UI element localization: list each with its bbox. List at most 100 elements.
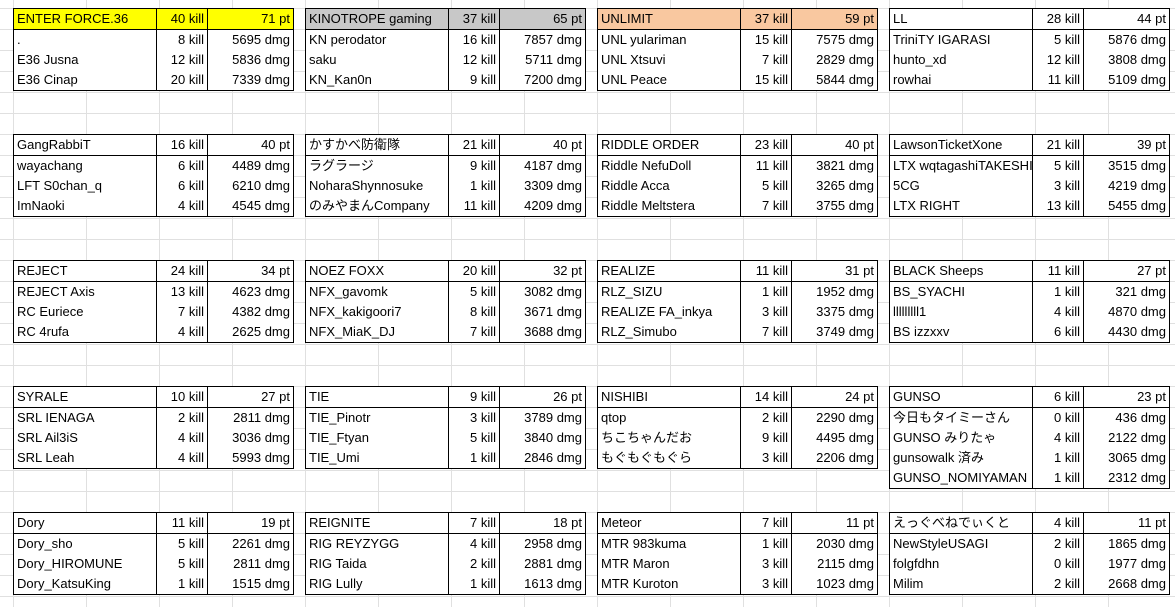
player-name-cell[interactable]: NFX_MiaK_DJ bbox=[305, 322, 449, 343]
team-name-cell[interactable]: LL bbox=[889, 8, 1033, 30]
player-kills-cell[interactable]: 16 kill bbox=[448, 29, 500, 50]
player-kills-cell[interactable]: 4 kill bbox=[156, 448, 208, 469]
player-kills-cell[interactable]: 7 kill bbox=[740, 196, 792, 217]
player-damage-cell[interactable]: 5455 dmg bbox=[1083, 196, 1170, 217]
player-damage-cell[interactable]: 321 dmg bbox=[1083, 281, 1170, 302]
player-name-cell[interactable]: LTX RIGHT bbox=[889, 196, 1033, 217]
team-kills-cell[interactable]: 37 kill bbox=[448, 8, 500, 30]
player-name-cell[interactable]: Dory_sho bbox=[13, 533, 157, 554]
player-damage-cell[interactable]: 4209 dmg bbox=[499, 196, 586, 217]
player-kills-cell[interactable]: 4 kill bbox=[1032, 428, 1084, 448]
player-name-cell[interactable]: ImNaoki bbox=[13, 196, 157, 217]
player-damage-cell[interactable]: 2829 dmg bbox=[791, 50, 878, 70]
player-name-cell[interactable]: Milim bbox=[889, 574, 1033, 595]
player-name-cell[interactable]: Dory_HIROMUNE bbox=[13, 554, 157, 574]
team-kills-cell[interactable]: 9 kill bbox=[448, 386, 500, 408]
team-name-cell[interactable]: TIE bbox=[305, 386, 449, 408]
player-kills-cell[interactable]: 1 kill bbox=[156, 574, 208, 595]
player-name-cell[interactable]: wayachang bbox=[13, 155, 157, 176]
player-name-cell[interactable]: TIE_Ftyan bbox=[305, 428, 449, 448]
player-kills-cell[interactable]: 6 kill bbox=[1032, 322, 1084, 343]
player-kills-cell[interactable]: 5 kill bbox=[1032, 155, 1084, 176]
player-damage-cell[interactable]: 4495 dmg bbox=[791, 428, 878, 448]
player-name-cell[interactable]: BS_SYACHI bbox=[889, 281, 1033, 302]
team-name-cell[interactable]: SYRALE bbox=[13, 386, 157, 408]
team-points-cell[interactable]: 31 pt bbox=[791, 260, 878, 282]
player-kills-cell[interactable]: 1 kill bbox=[1032, 448, 1084, 468]
player-kills-cell[interactable]: 1 kill bbox=[448, 448, 500, 469]
player-damage-cell[interactable]: 2846 dmg bbox=[499, 448, 586, 469]
team-points-cell[interactable]: 65 pt bbox=[499, 8, 586, 30]
team-points-cell[interactable]: 39 pt bbox=[1083, 134, 1170, 156]
player-damage-cell[interactable]: 3065 dmg bbox=[1083, 448, 1170, 468]
player-kills-cell[interactable]: 9 kill bbox=[448, 70, 500, 91]
player-name-cell[interactable]: RC 4rufa bbox=[13, 322, 157, 343]
player-damage-cell[interactable]: 2811 dmg bbox=[207, 407, 294, 428]
team-name-cell[interactable]: かすかべ防衛隊 bbox=[305, 134, 449, 156]
team-kills-cell[interactable]: 4 kill bbox=[1032, 512, 1084, 534]
player-damage-cell[interactable]: 2115 dmg bbox=[791, 554, 878, 574]
player-damage-cell[interactable]: 7200 dmg bbox=[499, 70, 586, 91]
player-damage-cell[interactable]: 4219 dmg bbox=[1083, 176, 1170, 196]
team-kills-cell[interactable]: 28 kill bbox=[1032, 8, 1084, 30]
team-kills-cell[interactable]: 40 kill bbox=[156, 8, 208, 30]
team-name-cell[interactable]: REALIZE bbox=[597, 260, 741, 282]
player-name-cell[interactable]: UNL Xtsuvi bbox=[597, 50, 741, 70]
team-points-cell[interactable]: 44 pt bbox=[1083, 8, 1170, 30]
player-name-cell[interactable]: RLZ_SIZU bbox=[597, 281, 741, 302]
player-kills-cell[interactable]: 7 kill bbox=[156, 302, 208, 322]
team-points-cell[interactable]: 40 pt bbox=[207, 134, 294, 156]
player-name-cell[interactable]: RLZ_Simubo bbox=[597, 322, 741, 343]
player-kills-cell[interactable]: 4 kill bbox=[448, 533, 500, 554]
player-kills-cell[interactable]: 12 kill bbox=[448, 50, 500, 70]
player-kills-cell[interactable]: 12 kill bbox=[1032, 50, 1084, 70]
player-name-cell[interactable]: ラグラージ bbox=[305, 155, 449, 176]
player-name-cell[interactable]: NFX_gavomk bbox=[305, 281, 449, 302]
player-name-cell[interactable]: SRL Ail3iS bbox=[13, 428, 157, 448]
player-kills-cell[interactable]: 7 kill bbox=[740, 50, 792, 70]
player-damage-cell[interactable]: 3749 dmg bbox=[791, 322, 878, 343]
player-damage-cell[interactable]: 4623 dmg bbox=[207, 281, 294, 302]
player-name-cell[interactable]: TIE_Umi bbox=[305, 448, 449, 469]
player-kills-cell[interactable]: 3 kill bbox=[1032, 176, 1084, 196]
team-kills-cell[interactable]: 11 kill bbox=[156, 512, 208, 534]
player-damage-cell[interactable]: 6210 dmg bbox=[207, 176, 294, 196]
player-name-cell[interactable]: folgfdhn bbox=[889, 554, 1033, 574]
player-damage-cell[interactable]: 3808 dmg bbox=[1083, 50, 1170, 70]
player-kills-cell[interactable]: 2 kill bbox=[1032, 574, 1084, 595]
player-damage-cell[interactable]: 5844 dmg bbox=[791, 70, 878, 91]
player-name-cell[interactable]: REALIZE FA_inkya bbox=[597, 302, 741, 322]
player-damage-cell[interactable]: 4382 dmg bbox=[207, 302, 294, 322]
team-points-cell[interactable]: 18 pt bbox=[499, 512, 586, 534]
team-name-cell[interactable]: REJECT bbox=[13, 260, 157, 282]
player-kills-cell[interactable]: 20 kill bbox=[156, 70, 208, 91]
player-damage-cell[interactable]: 5695 dmg bbox=[207, 29, 294, 50]
player-damage-cell[interactable]: 3688 dmg bbox=[499, 322, 586, 343]
team-name-cell[interactable]: Dory bbox=[13, 512, 157, 534]
player-damage-cell[interactable]: 7339 dmg bbox=[207, 70, 294, 91]
player-name-cell[interactable]: rowhai bbox=[889, 70, 1033, 91]
player-name-cell[interactable]: gunsowalk 済み bbox=[889, 448, 1033, 468]
player-name-cell[interactable]: RIG Taida bbox=[305, 554, 449, 574]
player-kills-cell[interactable]: 3 kill bbox=[740, 448, 792, 469]
team-points-cell[interactable]: 26 pt bbox=[499, 386, 586, 408]
player-name-cell[interactable]: Riddle Meltstera bbox=[597, 196, 741, 217]
player-name-cell[interactable]: Riddle Acca bbox=[597, 176, 741, 196]
team-points-cell[interactable]: 11 pt bbox=[1083, 512, 1170, 534]
player-damage-cell[interactable]: 1977 dmg bbox=[1083, 554, 1170, 574]
player-name-cell[interactable]: UNL Peace bbox=[597, 70, 741, 91]
player-name-cell[interactable]: MTR Kuroton bbox=[597, 574, 741, 595]
player-kills-cell[interactable]: 12 kill bbox=[156, 50, 208, 70]
player-damage-cell[interactable]: 5836 dmg bbox=[207, 50, 294, 70]
player-kills-cell[interactable]: 1 kill bbox=[740, 533, 792, 554]
player-name-cell[interactable]: ちこちゃんだお bbox=[597, 428, 741, 448]
player-name-cell[interactable]: hunto_xd bbox=[889, 50, 1033, 70]
player-kills-cell[interactable]: 6 kill bbox=[156, 155, 208, 176]
player-damage-cell[interactable]: 2290 dmg bbox=[791, 407, 878, 428]
team-points-cell[interactable]: 19 pt bbox=[207, 512, 294, 534]
player-damage-cell[interactable]: 2625 dmg bbox=[207, 322, 294, 343]
player-damage-cell[interactable]: 3309 dmg bbox=[499, 176, 586, 196]
team-name-cell[interactable]: Meteor bbox=[597, 512, 741, 534]
team-points-cell[interactable]: 24 pt bbox=[791, 386, 878, 408]
player-name-cell[interactable]: MTR Maron bbox=[597, 554, 741, 574]
